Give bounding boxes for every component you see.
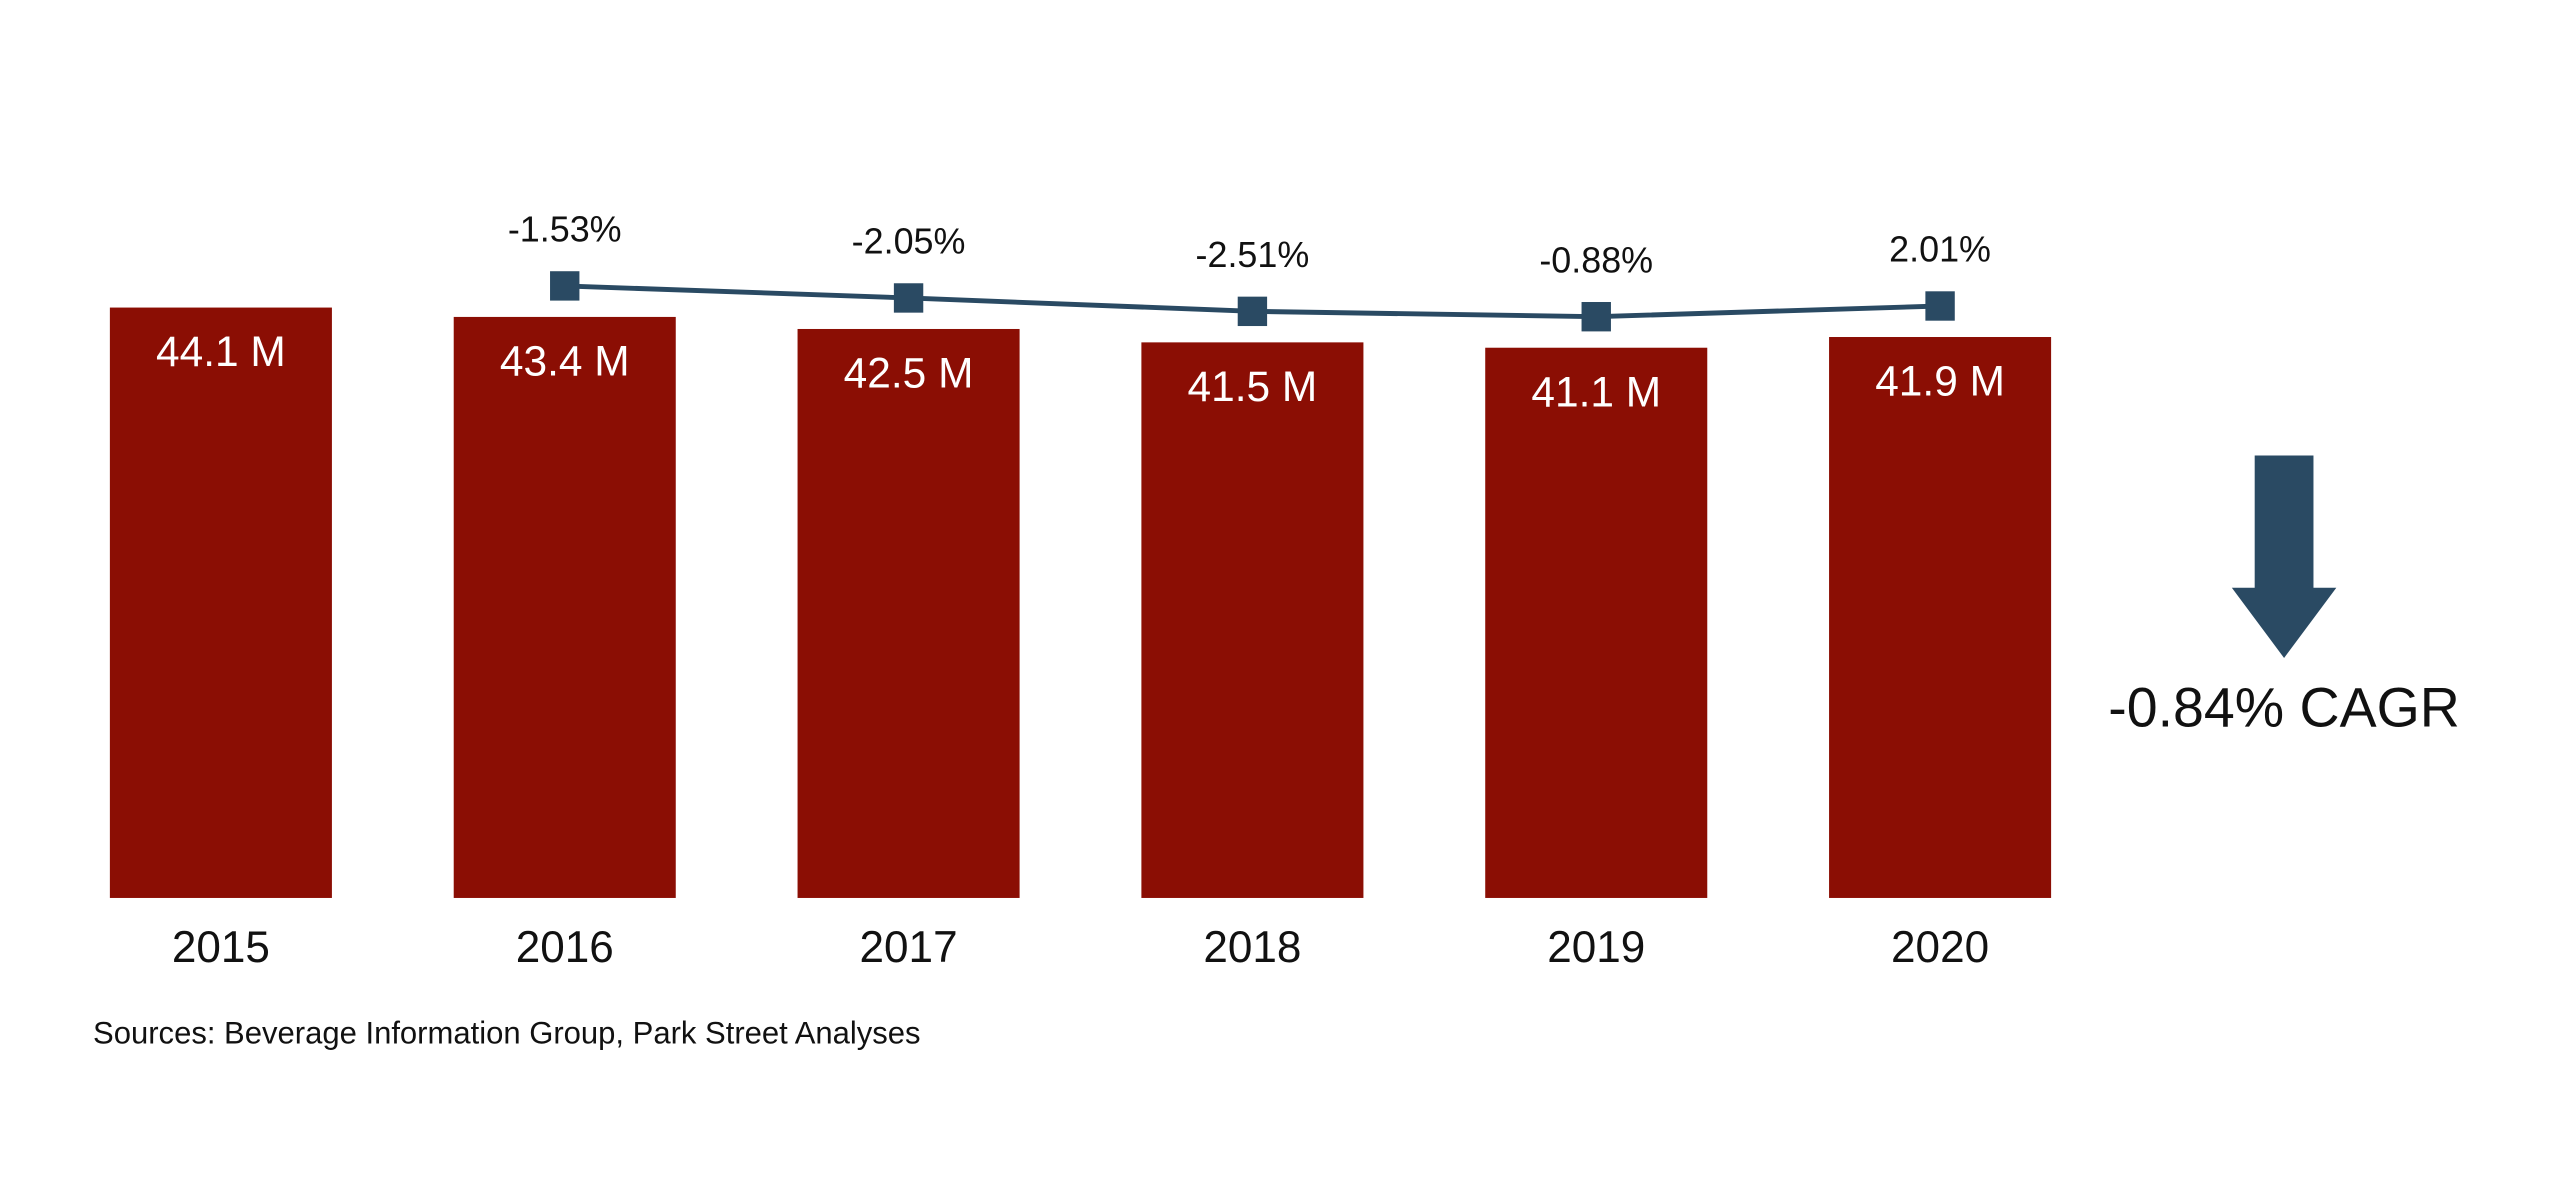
cagr-annotation: -0.84% CAGR	[2108, 676, 2460, 738]
source-note: Sources: Beverage Information Group, Par…	[93, 1015, 921, 1050]
bar-value-label: 44.1 M	[156, 328, 286, 375]
growth-label: -0.88%	[1539, 239, 1653, 280]
growth-label: -1.53%	[508, 209, 622, 250]
bar-value-label: 41.1 M	[1531, 368, 1661, 415]
growth-marker	[1925, 291, 1955, 321]
bar	[453, 316, 676, 898]
x-tick-label: 2017	[860, 923, 958, 972]
bar	[1829, 337, 2052, 898]
x-tick-label: 2018	[1203, 923, 1301, 972]
growth-label: -2.05%	[852, 221, 966, 262]
bar-value-label: 41.5 M	[1188, 363, 1318, 410]
x-tick-label: 2019	[1547, 923, 1645, 972]
growth-label: -2.51%	[1196, 234, 1310, 275]
bar	[797, 328, 1020, 898]
bar-value-label: 41.9 M	[1875, 358, 2005, 405]
bar	[1485, 347, 1708, 898]
growth-label: 2.01%	[1889, 229, 1991, 270]
growth-marker	[550, 271, 580, 301]
x-tick-label: 2015	[172, 923, 270, 972]
bar-value-label: 42.5 M	[844, 350, 974, 397]
down-arrow	[2231, 455, 2337, 658]
bar	[1141, 342, 1364, 898]
bar	[109, 307, 332, 898]
bar-value-label: 43.4 M	[500, 337, 630, 384]
growth-marker	[1237, 296, 1268, 327]
x-tick-label: 2016	[516, 923, 614, 972]
growth-marker	[893, 283, 924, 313]
growth-marker	[1581, 302, 1611, 332]
x-tick-label: 2020	[1891, 923, 1989, 972]
